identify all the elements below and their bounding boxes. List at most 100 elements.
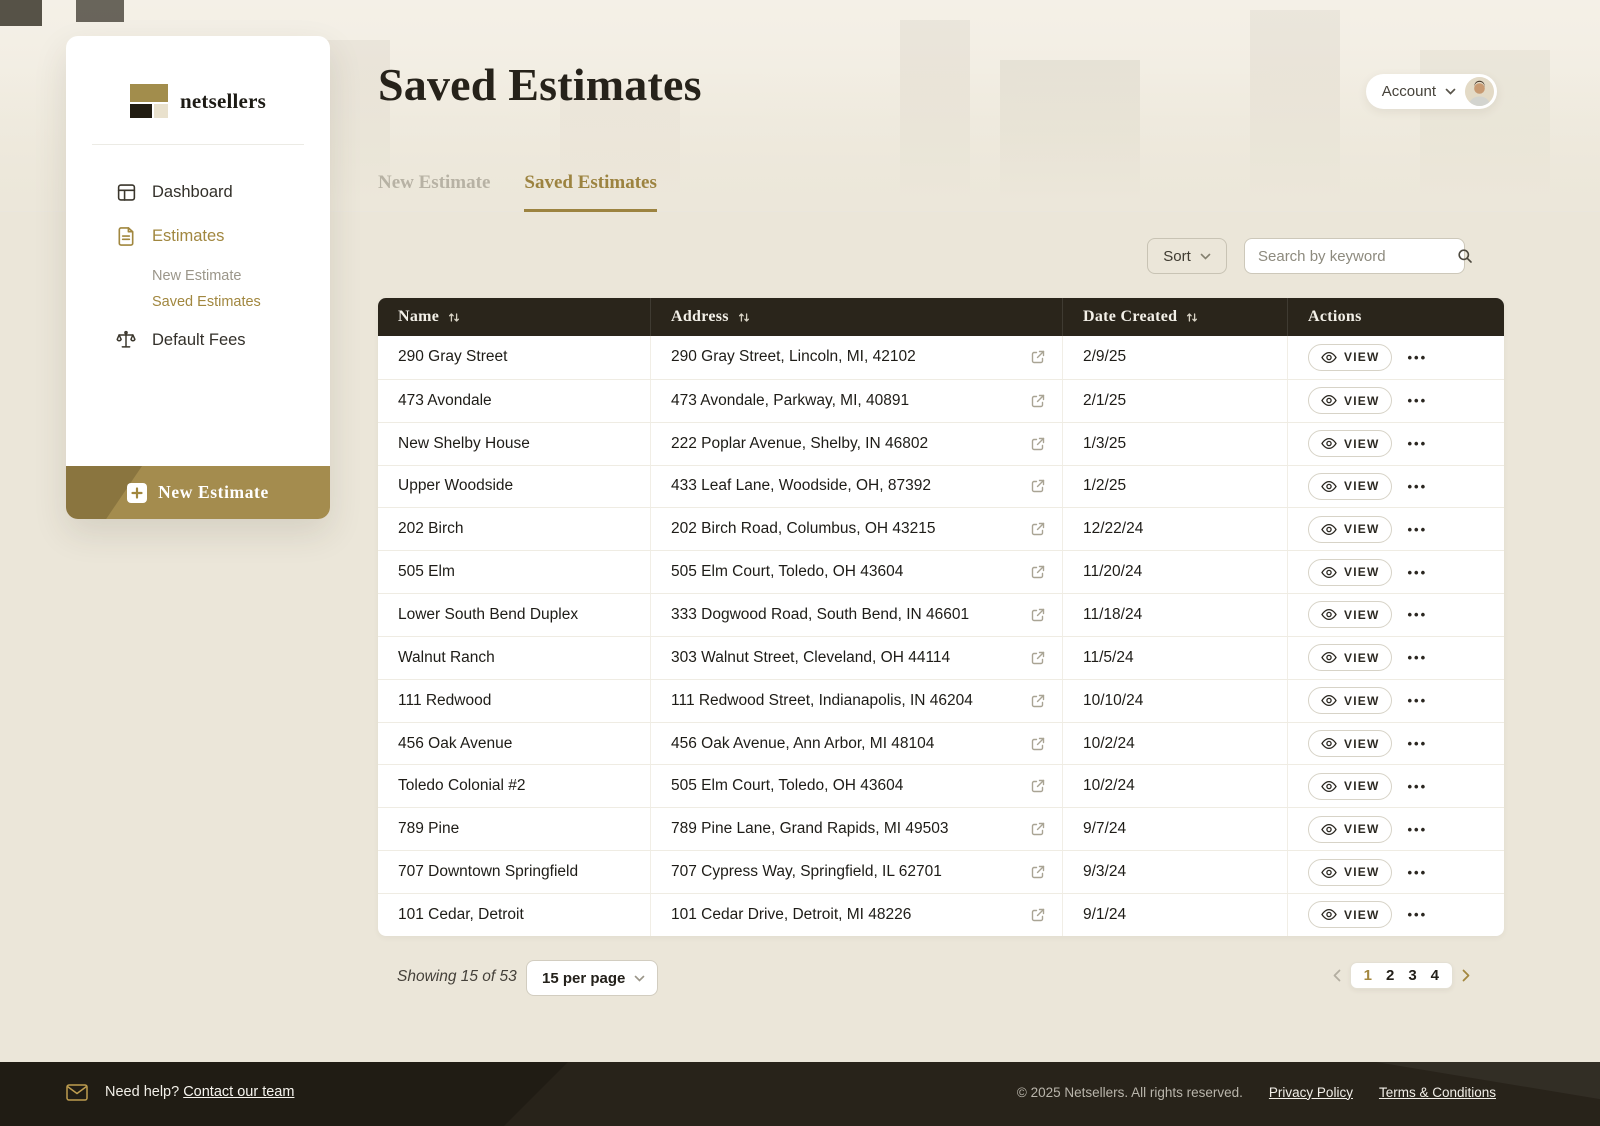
external-link-icon[interactable] — [1030, 478, 1046, 494]
column-header-date-created[interactable]: Date Created — [1062, 298, 1287, 336]
estimate-name: Lower South Bend Duplex — [398, 605, 579, 623]
tab-saved-estimates[interactable]: Saved Estimates — [524, 172, 657, 212]
sidebar-item-label: Default Fees — [152, 330, 246, 349]
row-overflow-menu-button[interactable]: ••• — [1407, 521, 1428, 537]
external-link-icon[interactable] — [1030, 778, 1046, 794]
contact-team-link[interactable]: Contact our team — [183, 1084, 295, 1100]
table-row: 456 Oak Avenue 456 Oak Avenue, Ann Arbor… — [378, 721, 1504, 765]
view-button[interactable]: VIEW — [1308, 772, 1393, 800]
sort-dropdown[interactable]: Sort — [1147, 238, 1227, 274]
external-link-icon[interactable] — [1030, 607, 1046, 623]
new-estimate-button[interactable]: New Estimate — [66, 466, 330, 519]
view-button[interactable]: VIEW — [1308, 687, 1393, 715]
privacy-policy-link[interactable]: Privacy Policy — [1268, 1084, 1353, 1100]
page-numbers: 1 2 3 4 — [1349, 962, 1453, 989]
external-link-icon[interactable] — [1030, 864, 1046, 880]
external-link-icon[interactable] — [1030, 436, 1046, 452]
sidebar-subitem-new-estimate[interactable]: New Estimate — [152, 268, 242, 284]
view-button[interactable]: VIEW — [1308, 901, 1393, 929]
external-link-icon[interactable] — [1030, 821, 1046, 837]
view-button[interactable]: VIEW — [1308, 601, 1393, 629]
sort-arrows-icon[interactable] — [1186, 312, 1198, 323]
account-menu-button[interactable]: Account — [1365, 74, 1497, 109]
external-link-icon[interactable] — [1030, 521, 1046, 537]
estimate-address: 222 Poplar Avenue, Shelby, IN 46802 — [671, 434, 929, 452]
row-overflow-menu-button[interactable]: ••• — [1407, 821, 1428, 837]
page-button-4[interactable]: 4 — [1430, 967, 1439, 984]
prev-page-button[interactable] — [1333, 969, 1341, 982]
view-button[interactable]: VIEW — [1308, 644, 1393, 672]
row-overflow-menu-button[interactable]: ••• — [1407, 607, 1428, 623]
view-button[interactable]: VIEW — [1308, 343, 1393, 371]
estimate-date: 9/7/24 — [1083, 820, 1127, 838]
view-button[interactable]: VIEW — [1308, 472, 1393, 500]
row-overflow-menu-button[interactable]: ••• — [1407, 564, 1428, 580]
eye-icon — [1321, 780, 1337, 793]
view-button[interactable]: VIEW — [1308, 858, 1393, 886]
search-icon[interactable] — [1457, 248, 1473, 264]
view-button[interactable]: VIEW — [1308, 515, 1393, 543]
estimate-date: 2/9/25 — [1083, 348, 1127, 366]
page-button-2[interactable]: 2 — [1385, 967, 1395, 984]
external-link-icon[interactable] — [1030, 736, 1046, 752]
per-page-select[interactable]: 15 per page — [526, 960, 658, 996]
row-overflow-menu-button[interactable]: ••• — [1407, 478, 1428, 494]
row-overflow-menu-button[interactable]: ••• — [1407, 436, 1428, 452]
estimate-address: 101 Cedar Drive, Detroit, MI 48226 — [671, 905, 912, 923]
estimate-name: 473 Avondale — [398, 391, 492, 409]
table-row: 202 Birch 202 Birch Road, Columbus, OH 4… — [378, 507, 1504, 551]
external-link-icon[interactable] — [1030, 564, 1046, 580]
row-overflow-menu-button[interactable]: ••• — [1407, 778, 1428, 794]
external-link-icon[interactable] — [1030, 907, 1046, 923]
row-overflow-menu-button[interactable]: ••• — [1407, 693, 1428, 709]
row-overflow-menu-button[interactable]: ••• — [1407, 393, 1428, 409]
external-link-icon[interactable] — [1030, 693, 1046, 709]
search-input[interactable] — [1258, 247, 1457, 265]
view-button[interactable]: VIEW — [1308, 430, 1393, 458]
row-overflow-menu-button[interactable]: ••• — [1407, 650, 1428, 666]
sidebar-item-dashboard[interactable]: Dashboard — [115, 175, 330, 209]
estimate-date: 12/22/24 — [1083, 520, 1144, 538]
estimate-name: Upper Woodside — [398, 477, 514, 495]
sort-arrows-icon[interactable] — [448, 312, 460, 323]
terms-conditions-link[interactable]: Terms & Conditions — [1378, 1084, 1496, 1100]
estimate-address: 473 Avondale, Parkway, MI, 40891 — [671, 391, 910, 409]
sidebar-subitem-saved-estimates[interactable]: Saved Estimates — [152, 294, 261, 310]
view-button[interactable]: VIEW — [1308, 730, 1393, 758]
external-link-icon[interactable] — [1030, 393, 1046, 409]
estimate-address: 202 Birch Road, Columbus, OH 43215 — [671, 520, 936, 538]
chevron-down-icon — [1200, 253, 1211, 260]
sidebar-item-estimates[interactable]: Estimates — [115, 219, 330, 253]
page-button-1[interactable]: 1 — [1363, 967, 1372, 984]
row-overflow-menu-button[interactable]: ••• — [1407, 349, 1428, 365]
row-overflow-menu-button[interactable]: ••• — [1407, 736, 1428, 752]
sidebar-item-default-fees[interactable]: Default Fees — [115, 323, 330, 357]
table-row: 789 Pine 789 Pine Lane, Grand Rapids, MI… — [378, 807, 1504, 851]
sort-arrows-icon[interactable] — [738, 312, 750, 323]
external-link-icon[interactable] — [1030, 349, 1046, 365]
eye-icon — [1321, 566, 1337, 579]
view-button[interactable]: VIEW — [1308, 815, 1393, 843]
estimates-sublinks: New Estimate Saved Estimates — [152, 263, 330, 315]
view-button[interactable]: VIEW — [1308, 387, 1393, 415]
estimate-date: 10/10/24 — [1083, 691, 1144, 709]
view-button[interactable]: VIEW — [1308, 558, 1393, 586]
chevron-down-icon — [1445, 88, 1456, 95]
tab-new-estimate[interactable]: New Estimate — [378, 172, 491, 193]
help-text: Need help? — [105, 1084, 180, 1100]
external-link-icon[interactable] — [1030, 650, 1046, 666]
estimate-name: 456 Oak Avenue — [398, 734, 513, 752]
brand-logo[interactable]: netsellers — [66, 84, 330, 118]
saved-estimates-table: Name Address Date Created Actions 290 Gr… — [378, 298, 1504, 936]
row-overflow-menu-button[interactable]: ••• — [1407, 907, 1428, 923]
column-header-name[interactable]: Name — [378, 298, 650, 336]
table-row: Walnut Ranch 303 Walnut Street, Clevelan… — [378, 635, 1504, 679]
sidebar-nav: Dashboard Estimates New Estimate Saved E… — [115, 175, 330, 357]
row-overflow-menu-button[interactable]: ••• — [1407, 864, 1428, 880]
column-header-address[interactable]: Address — [650, 298, 1062, 336]
sidebar: netsellers Dashboard Estimates New Estim… — [66, 36, 330, 519]
new-estimate-button-label: New Estimate — [158, 482, 269, 502]
estimate-name: 707 Downtown Springfield — [398, 863, 579, 881]
page-button-3[interactable]: 3 — [1408, 967, 1417, 984]
next-page-button[interactable] — [1462, 969, 1470, 982]
